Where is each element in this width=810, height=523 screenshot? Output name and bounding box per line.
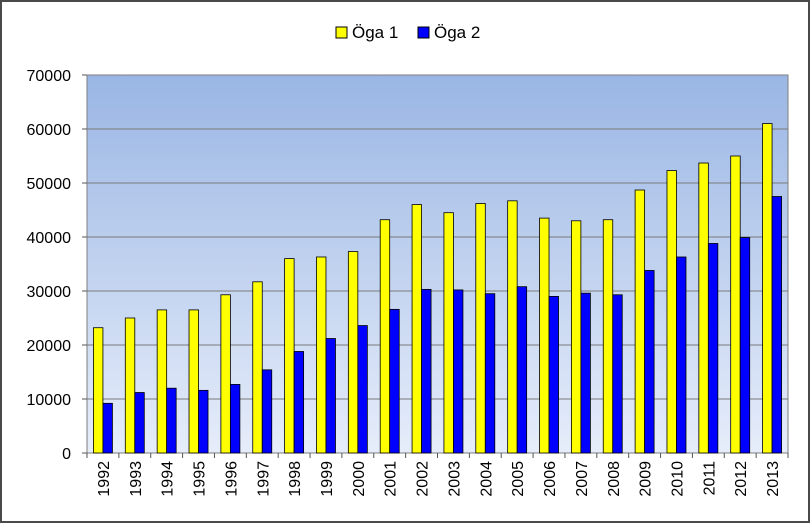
y-tick-label: 0 [62,446,71,463]
y-axis: 0 10000 20000 30000 40000 50000 60000 70000 [27,68,87,463]
bar--ga-2-1998 [293,351,305,454]
bar--ga-2-2010 [676,256,687,454]
y-tick-label: 50000 [27,176,72,193]
bar--ga-2-2006 [548,295,559,454]
x-tick-label: 2006 [542,461,559,497]
bar--ga-1-2010 [666,170,677,454]
y-tick-label: 60000 [27,122,72,139]
bar--ga-1-2013 [762,123,773,454]
x-tick-label: 2003 [446,461,463,497]
bar--ga-1-1997 [252,281,263,454]
bar--ga-1-2007 [570,220,582,454]
bars [93,123,782,454]
bar--ga-1-2003 [443,212,454,454]
x-tick-label: 1998 [287,461,304,497]
x-tick-label: 2013 [765,461,782,497]
x-tick-label: 1995 [192,461,209,497]
bar--ga-2-2012 [739,237,751,454]
x-tick-label: 2011 [701,461,718,496]
bar--ga-1-2006 [539,217,550,454]
bar--ga-2-1992 [102,402,113,454]
y-tick-label: 20000 [27,338,72,355]
bar--ga-1-2012 [730,155,741,454]
bar--ga-1-2005 [507,200,518,454]
legend-label-oga-2: Öga 2 [434,23,480,42]
legend-label-oga-1: Öga 1 [352,23,398,42]
y-tick-label: 40000 [27,230,72,247]
x-tick-label: 2000 [351,461,368,497]
x-tick-label: 2009 [638,461,655,497]
x-tick-label: 1994 [160,461,177,497]
bar--ga-1-1995 [188,309,199,454]
x-tick-label: 1997 [255,461,272,497]
legend-swatch-oga-1 [335,26,348,39]
legend: Öga 1 Öga 2 [335,23,480,42]
bar--ga-1-1998 [284,258,295,454]
x-tick-label: 1993 [128,461,145,497]
bar--ga-1-1999 [316,256,327,454]
bar--ga-2-1999 [325,338,336,454]
bar--ga-1-1992 [93,327,104,454]
bar--ga-2-2005 [516,286,528,454]
bar--ga-1-2011 [698,162,709,454]
x-tick-label: 2001 [383,461,400,497]
x-tick-label: 2007 [574,461,591,497]
bar--ga-1-2004 [475,203,486,454]
x-tick-label: 2005 [510,461,527,497]
bar--ga-1-2002 [411,204,422,454]
bar--ga-2-2001 [389,308,400,454]
bar--ga-2-1994 [166,387,177,454]
bar--ga-2-2003 [453,289,464,454]
x-tick-label: 2004 [478,461,495,497]
y-tick-label: 10000 [27,392,72,409]
x-tick-label: 1996 [223,461,240,497]
bar--ga-1-2008 [602,219,614,454]
bar--ga-2-2008 [612,294,623,454]
bar--ga-2-1997 [261,369,273,454]
x-tick-label: 2002 [415,461,432,497]
x-axis: 1992 1993 1994 1995 1996 1997 1998 1999 2000 2001… [86,453,789,497]
bar--ga-1-2000 [347,251,359,454]
legend-swatch-oga-2 [417,26,430,39]
bar--ga-1-1993 [124,317,136,454]
bar--ga-2-1996 [229,384,241,454]
bar--ga-1-1996 [220,294,231,454]
bar--ga-2-2000 [357,325,368,454]
x-tick-label: 2010 [669,461,686,497]
x-tick-label: 2012 [733,461,750,497]
bar--ga-2-2004 [484,293,496,454]
bar--ga-1-2001 [379,219,391,454]
bar--ga-2-1993 [134,392,145,454]
y-tick-label: 70000 [27,68,72,85]
y-tick-label: 30000 [27,284,72,301]
bar--ga-2-2013 [771,196,782,454]
x-tick-label: 2008 [606,461,623,497]
bar--ga-2-2011 [707,243,719,454]
bar--ga-1-2009 [634,189,646,454]
bar--ga-2-2007 [580,292,591,454]
bar--ga-2-1995 [198,389,209,454]
x-tick-label: 1992 [96,461,113,497]
bar--ga-2-2002 [421,288,432,454]
bar--ga-2-2009 [644,270,655,454]
x-tick-label: 1999 [319,461,336,497]
bar--ga-1-1994 [156,309,168,454]
